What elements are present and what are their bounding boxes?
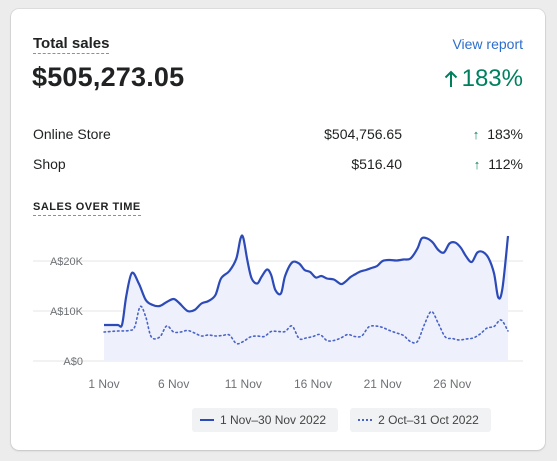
arrow-up-icon: ↑	[472, 126, 480, 142]
card-title: Total sales	[33, 35, 110, 54]
view-report-link[interactable]: View report	[452, 36, 523, 52]
dotted-line-swatch	[358, 419, 373, 421]
solid-line-swatch	[200, 419, 214, 421]
legend-label: 2 Oct–31 Oct 2022	[378, 413, 479, 427]
channel-change: ↑ 112%	[474, 156, 523, 172]
x-tick-label: 6 Nov	[158, 377, 189, 391]
arrow-up-icon	[444, 70, 457, 87]
total-change-value: 183%	[461, 65, 523, 92]
arrow-up-icon: ↑	[473, 156, 481, 172]
x-tick-label: 16 Nov	[294, 377, 332, 391]
previous-series-line	[103, 305, 509, 345]
total-sales-card: Total sales View report $505,273.05 183%…	[11, 9, 545, 450]
channel-value: $504,756.65	[324, 126, 402, 142]
x-tick-label: 21 Nov	[364, 377, 402, 391]
channel-change-value: 183%	[487, 126, 523, 142]
x-tick-label: 11 Nov	[225, 377, 262, 391]
section-title: SALES OVER TIME	[33, 201, 141, 216]
breakdown-row: Shop $516.40 ↑ 112%	[33, 156, 523, 176]
breakdown-row: Online Store $504,756.65 ↑ 183%	[33, 126, 523, 146]
x-tick-label: 1 Nov	[88, 377, 119, 391]
current-series-line	[103, 234, 510, 328]
legend-item-previous[interactable]: 2 Oct–31 Oct 2022	[350, 408, 491, 432]
y-tick-label: A$0	[63, 356, 83, 368]
chart-legend: 1 Nov–30 Nov 2022 2 Oct–31 Oct 2022	[192, 408, 491, 432]
legend-label: 1 Nov–30 Nov 2022	[220, 413, 327, 427]
channel-name: Online Store	[33, 126, 111, 142]
y-tick-label: A$20K	[50, 256, 84, 268]
sales-over-time-chart: A$20K A$10K A$0 1 Nov 6 Nov 11 Nov 16 Nov 21 No…	[33, 234, 523, 391]
total-change: 183%	[444, 65, 523, 93]
channel-change-value: 112%	[488, 156, 523, 172]
channel-name: Shop	[33, 156, 66, 172]
current-series-area	[104, 235, 508, 361]
x-tick-label: 26 Nov	[433, 377, 471, 391]
total-sales-value: $505,273.05	[32, 62, 185, 92]
legend-item-current[interactable]: 1 Nov–30 Nov 2022	[192, 408, 339, 432]
channel-change: ↑ 183%	[473, 126, 523, 142]
y-tick-label: A$10K	[50, 306, 84, 318]
channel-value: $516.40	[351, 156, 402, 172]
